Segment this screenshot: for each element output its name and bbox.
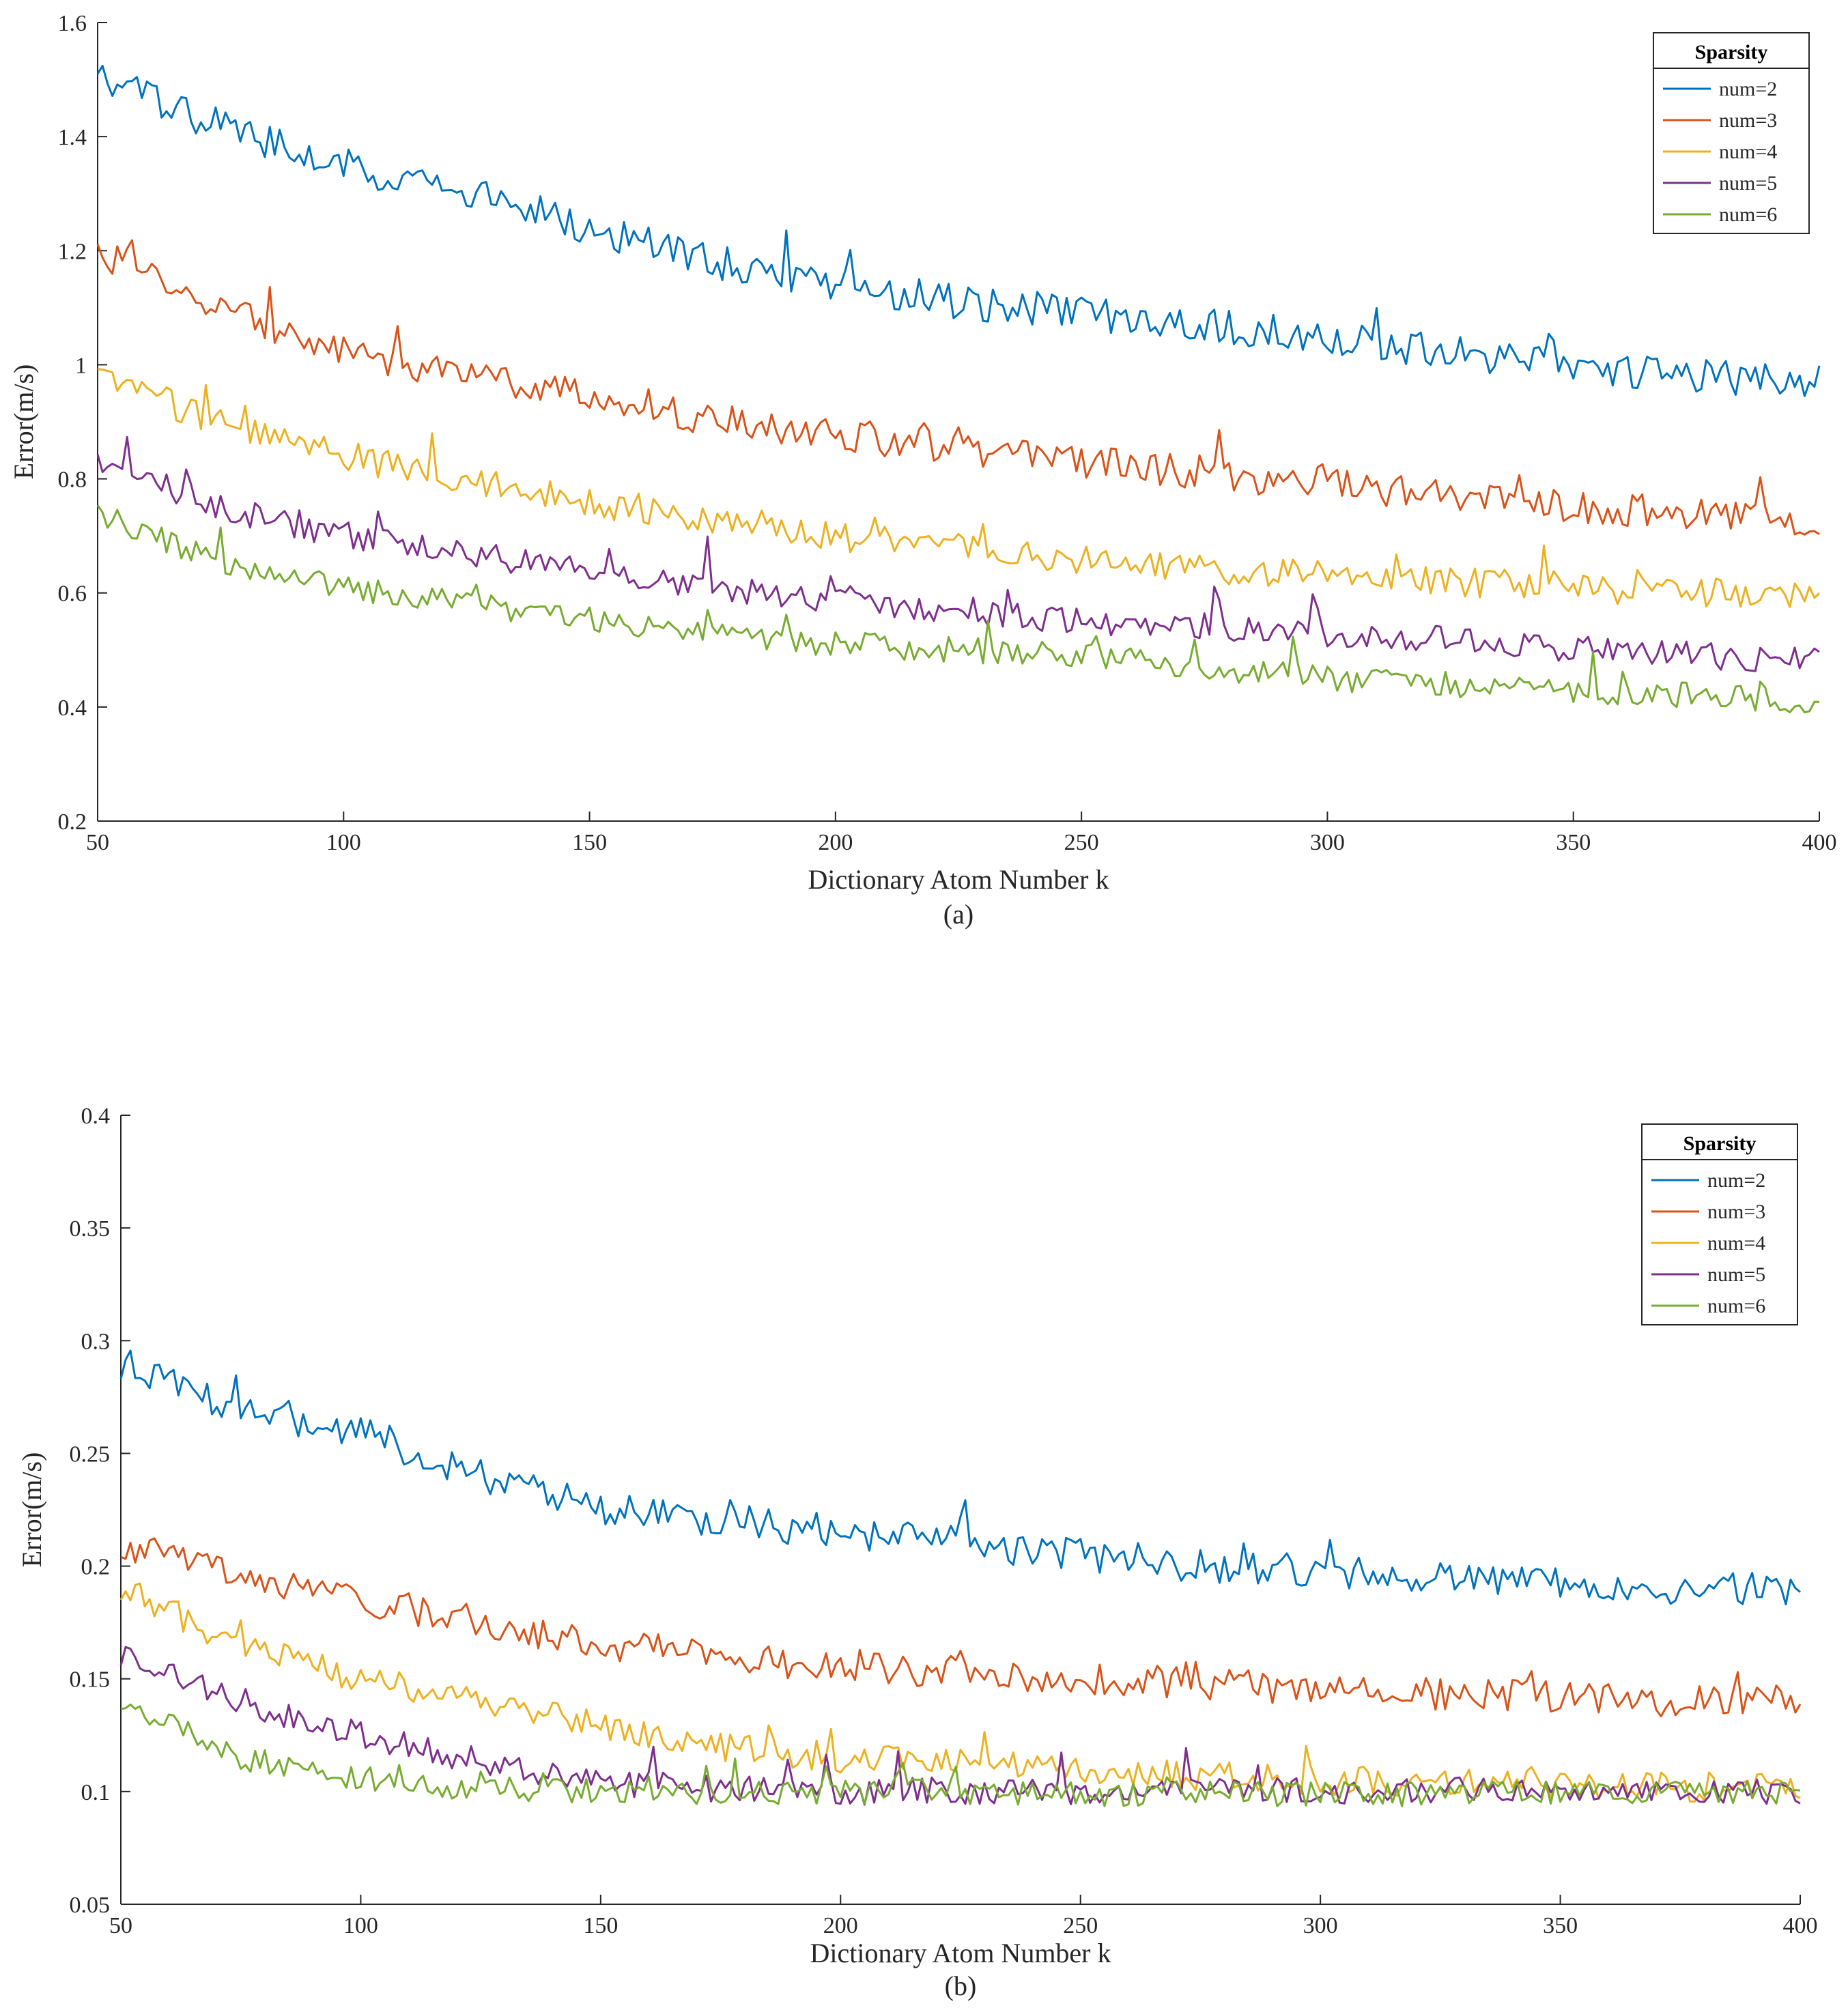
legend-label: num=4 <box>1719 141 1777 163</box>
chart-caption: (a) <box>943 899 973 930</box>
legend-label: num=6 <box>1707 1295 1765 1317</box>
y-tick-label: 0.05 <box>70 1893 111 1918</box>
y-tick-label: 1.4 <box>58 125 87 150</box>
series-line-num-6 <box>120 1703 1801 1807</box>
x-tick-label: 100 <box>343 1913 378 1938</box>
legend-label: num=2 <box>1707 1169 1765 1192</box>
y-tick-label: 1 <box>75 353 87 378</box>
x-tick-label: 250 <box>1063 1913 1098 1938</box>
legend-box <box>1653 32 1810 234</box>
x-tick-label: 400 <box>1802 830 1837 855</box>
y-tick-label: 0.25 <box>70 1442 111 1467</box>
legend-label: num=5 <box>1707 1263 1765 1286</box>
series-line-num-2 <box>119 1349 1801 1605</box>
series-line-num-6 <box>96 504 1820 714</box>
legend-label: num=2 <box>1719 78 1777 100</box>
legend-label: num=5 <box>1719 172 1777 195</box>
legend-label: num=4 <box>1707 1232 1765 1254</box>
x-tick-label: 400 <box>1783 1913 1818 1938</box>
series-line-num-3 <box>96 239 1820 536</box>
chart-caption: (b) <box>945 1970 977 2001</box>
x-axis-label: Dictionary Atom Number k <box>810 1938 1111 1968</box>
y-tick-label: 0.1 <box>81 1780 111 1805</box>
x-tick-label: 350 <box>1543 1913 1578 1938</box>
x-tick-label: 350 <box>1556 830 1591 855</box>
y-tick-label: 0.4 <box>58 695 87 721</box>
y-tick-label: 0.35 <box>70 1216 111 1242</box>
legend-title: Sparsity <box>1695 41 1768 63</box>
x-tick-label: 100 <box>326 830 361 855</box>
x-tick-label: 300 <box>1310 830 1345 855</box>
series-line-num-5 <box>96 435 1820 672</box>
y-tick-label: 0.2 <box>58 809 87 835</box>
y-tick-label: 0.3 <box>81 1329 111 1354</box>
y-tick-label: 0.4 <box>81 1104 111 1129</box>
series-line-num-3 <box>120 1537 1802 1718</box>
x-tick-label: 50 <box>86 830 109 855</box>
y-tick-label: 0.6 <box>58 582 87 607</box>
y-tick-label: 0.2 <box>81 1555 111 1580</box>
series-line-num-2 <box>96 64 1821 397</box>
legend-label: num=3 <box>1719 109 1777 132</box>
x-tick-label: 250 <box>1064 830 1099 855</box>
legend-title: Sparsity <box>1683 1132 1757 1155</box>
series-line-num-4 <box>97 368 1821 608</box>
x-tick-label: 300 <box>1303 1913 1338 1938</box>
x-tick-label: 150 <box>572 830 607 855</box>
x-tick-label: 150 <box>583 1913 618 1938</box>
legend-label: num=6 <box>1719 203 1777 226</box>
x-tick-label: 200 <box>818 830 853 855</box>
y-axis-label: Error(m/s) <box>16 1452 47 1568</box>
y-tick-label: 0.8 <box>58 468 87 493</box>
x-axis-label: Dictionary Atom Number k <box>808 864 1109 895</box>
series-line-num-4 <box>119 1582 1801 1803</box>
chart-a: 50 100 150 200 250 300 350 400 0.2 0.4 0.6 0.8 1 1.2 1… <box>8 11 1837 930</box>
y-tick-label: 1.6 <box>58 11 87 36</box>
x-tick-label: 200 <box>823 1913 858 1938</box>
legend-label: num=3 <box>1707 1201 1765 1223</box>
y-axis-label: Error(m/s) <box>8 364 39 480</box>
chart-b: 50 100 150 200 250 300 350 400 0.05 0.1 0.15 0.2 0.2… <box>16 1104 1818 2001</box>
y-tick-label: 0.15 <box>70 1667 111 1693</box>
y-tick-label: 1.2 <box>58 239 87 264</box>
legend-box <box>1641 1123 1798 1325</box>
x-tick-label: 50 <box>109 1913 132 1938</box>
